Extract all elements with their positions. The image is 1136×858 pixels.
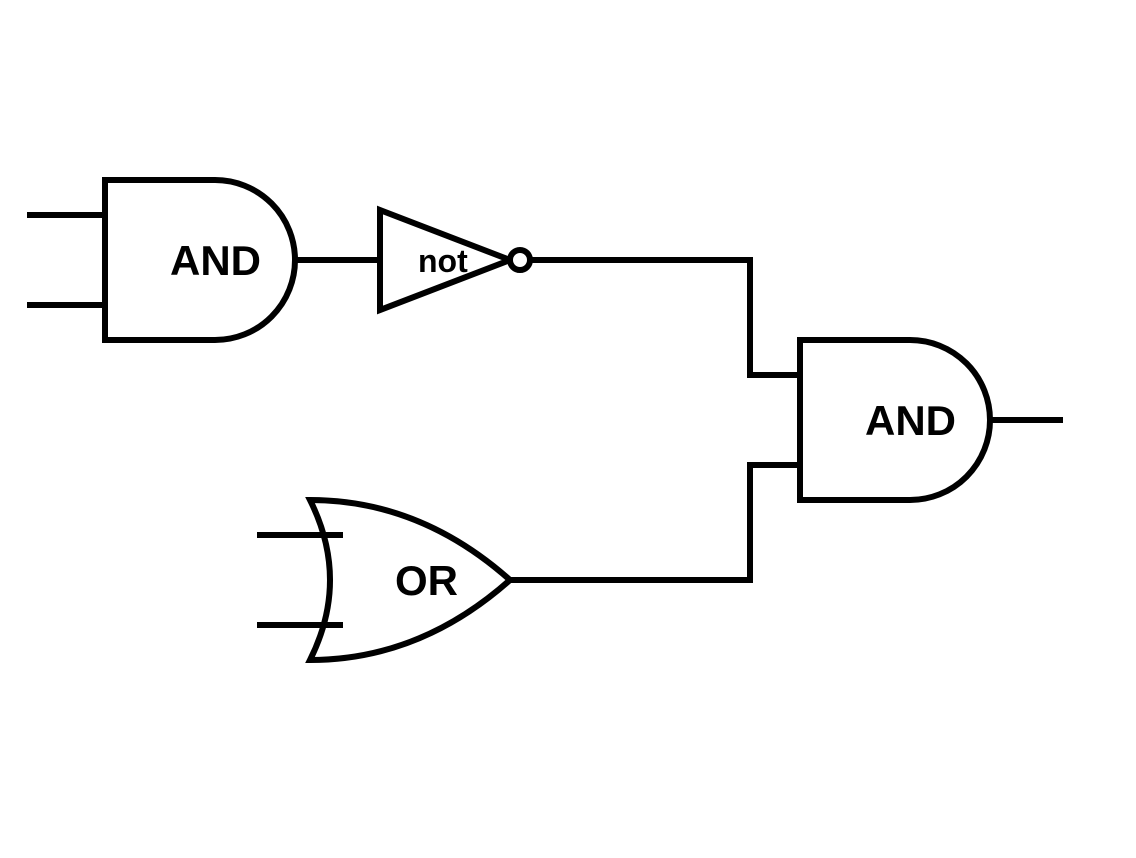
or-gate: OR	[310, 500, 510, 660]
and-gate: AND	[800, 340, 990, 500]
wire-not-to-and2a	[530, 260, 800, 375]
logic-circuit-diagram: AND not OR AND	[0, 0, 1136, 858]
or-gate-label: OR	[395, 557, 458, 604]
wire-or-to-and2b	[510, 465, 800, 580]
and-gate: AND	[105, 180, 295, 340]
not-gate-label: not	[418, 243, 468, 279]
and-gate-label: AND	[865, 397, 956, 444]
not-gate: not	[380, 210, 530, 310]
and-gate-label: AND	[170, 237, 261, 284]
